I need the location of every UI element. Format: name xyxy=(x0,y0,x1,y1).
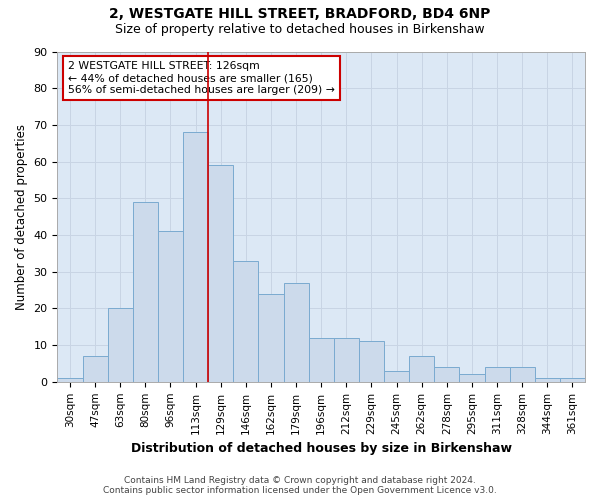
Bar xyxy=(535,378,560,382)
Bar xyxy=(233,260,259,382)
Bar xyxy=(359,342,384,382)
Bar xyxy=(485,367,509,382)
Text: 2, WESTGATE HILL STREET, BRADFORD, BD4 6NP: 2, WESTGATE HILL STREET, BRADFORD, BD4 6… xyxy=(109,8,491,22)
X-axis label: Distribution of detached houses by size in Birkenshaw: Distribution of detached houses by size … xyxy=(131,442,512,455)
Bar xyxy=(509,367,535,382)
Bar xyxy=(308,338,334,382)
Bar xyxy=(384,371,409,382)
Bar xyxy=(259,294,284,382)
Text: Size of property relative to detached houses in Birkenshaw: Size of property relative to detached ho… xyxy=(115,22,485,36)
Bar xyxy=(107,308,133,382)
Bar xyxy=(183,132,208,382)
Bar xyxy=(560,378,585,382)
Y-axis label: Number of detached properties: Number of detached properties xyxy=(15,124,28,310)
Text: Contains HM Land Registry data © Crown copyright and database right 2024.
Contai: Contains HM Land Registry data © Crown c… xyxy=(103,476,497,495)
Bar xyxy=(284,282,308,382)
Bar xyxy=(58,378,83,382)
Bar xyxy=(133,202,158,382)
Bar xyxy=(208,166,233,382)
Bar xyxy=(434,367,460,382)
Bar xyxy=(409,356,434,382)
Bar xyxy=(158,232,183,382)
Text: 2 WESTGATE HILL STREET: 126sqm
← 44% of detached houses are smaller (165)
56% of: 2 WESTGATE HILL STREET: 126sqm ← 44% of … xyxy=(68,62,335,94)
Bar xyxy=(334,338,359,382)
Bar xyxy=(83,356,107,382)
Bar xyxy=(460,374,485,382)
